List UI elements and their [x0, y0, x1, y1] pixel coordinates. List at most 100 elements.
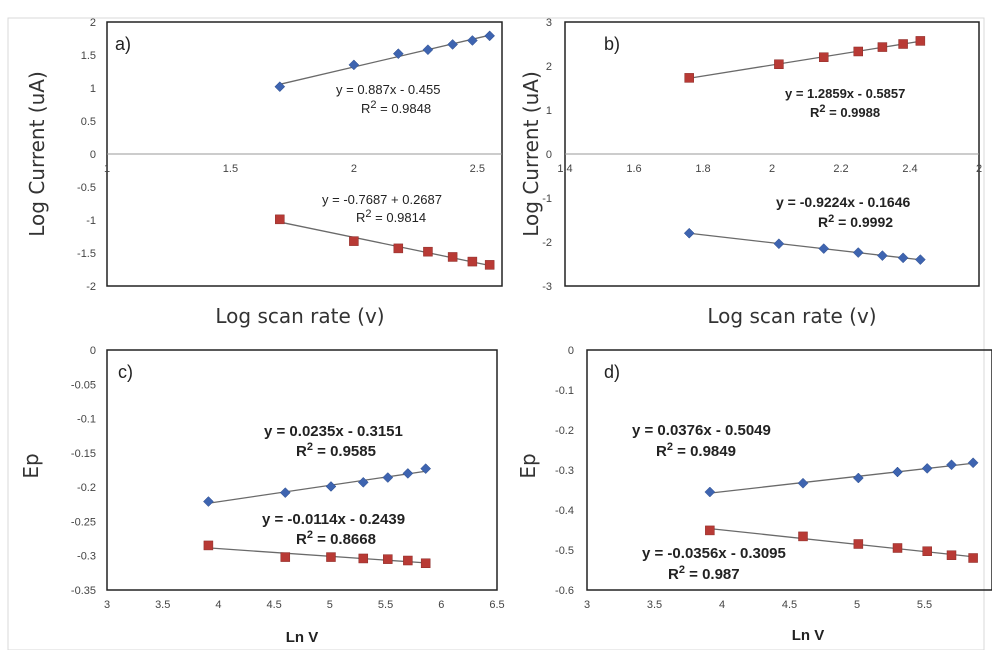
- panel-b-ytick-label: -1: [542, 193, 552, 205]
- panel-a-ytick-label: 2: [90, 17, 96, 29]
- panel-d-letter: d): [604, 362, 620, 382]
- panel-a-point-square: [349, 236, 359, 246]
- panel-c-ytick-label: -0.05: [71, 379, 96, 391]
- panel-d-point-diamond: [892, 466, 903, 478]
- panel-c-ytick-label: -0.15: [71, 448, 96, 460]
- panel-d-xtick-label: 4: [719, 599, 725, 611]
- panel-c-xtick-label: 3.5: [155, 599, 170, 611]
- panel-d: -0.6 -0.5 -0.4 -0.3 -0.2 -0.1 0 3 3.5 4 4.5 5 5.5 d…: [516, 345, 992, 644]
- panel-c-point-square: [203, 540, 214, 551]
- panel-c-point-square: [383, 554, 393, 564]
- panel-b-point-diamond: [914, 254, 926, 265]
- panel-d-point-diamond: [704, 486, 716, 498]
- panel-c-ytick-label: -0.3: [77, 551, 96, 563]
- panel-a-point-square: [447, 252, 458, 262]
- panel-c-point-square: [403, 555, 413, 566]
- panel-d-r2-lower: R2 = 0.987: [668, 564, 740, 583]
- panel-a-point-square: [275, 214, 285, 225]
- panel-b-r2-upper: R2 = 0.9988: [810, 103, 880, 120]
- panel-d-point-square: [798, 531, 808, 542]
- panel-c-point-square: [326, 552, 336, 562]
- panel-d-ytick-label: -0.2: [555, 425, 574, 437]
- panel-c-point-diamond: [325, 481, 337, 492]
- panel-b-xtick-label: 1.6: [626, 163, 641, 175]
- panel-a-point-diamond: [422, 44, 434, 56]
- panel-c-eq-lower: y = -0.0114x - 0.2439: [262, 511, 405, 528]
- panel-d-ytick-label: -0.5: [555, 545, 574, 557]
- panel-b-point-diamond: [897, 252, 909, 264]
- panel-b-ytick-label: 3: [546, 17, 552, 29]
- panel-c-point-square: [358, 553, 369, 564]
- panel-c-r2-upper: R2 = 0.9585: [296, 441, 376, 460]
- panel-a-point-square: [484, 260, 495, 270]
- panel-d-xtick-label: 5: [854, 599, 860, 611]
- panel-a-xtick-label: 1.5: [223, 163, 238, 175]
- panel-c-point-diamond: [203, 496, 214, 507]
- panel-d-eq-upper: y = 0.0376x - 0.5049: [632, 422, 771, 439]
- panel-a-point-diamond: [348, 59, 360, 71]
- panel-a-ytick-label: -1.5: [77, 248, 96, 260]
- panel-b-eq-lower: y = -0.9224x - 0.1646: [776, 194, 910, 210]
- panel-b-point-diamond: [877, 250, 888, 261]
- panel-c-ytick-label: 0: [90, 345, 96, 357]
- panel-c-point-diamond: [279, 487, 291, 498]
- panel-b-point-diamond: [818, 243, 830, 254]
- panel-d-ytick-label: -0.6: [555, 585, 574, 597]
- panel-b-point-square: [877, 42, 888, 52]
- panel-d-point-diamond: [967, 457, 979, 469]
- panel-b-point-diamond: [683, 227, 695, 239]
- panel-a-point-square: [393, 243, 404, 254]
- panel-a-eq-lower: y = -0.7687 + 0.2687: [322, 192, 442, 207]
- panel-d-r2-upper: R2 = 0.9849: [656, 441, 736, 460]
- panel-b-ylabel: Log Current (uA): [519, 71, 543, 237]
- panel-a-eq-upper: y = 0.887x - 0.455: [336, 82, 440, 97]
- panel-a-ytick-label: 1: [90, 83, 96, 95]
- panel-d-point-square: [705, 525, 715, 536]
- panel-c-point-diamond: [402, 468, 414, 479]
- panel-c-xlabel: Ln V: [286, 629, 319, 646]
- panel-d-ytick-label: -0.3: [555, 465, 574, 477]
- panel-d-ytick-label: 0: [568, 345, 574, 357]
- panel-b-xtick-label: 1.4: [557, 163, 572, 175]
- panel-d-point-diamond: [797, 477, 809, 489]
- panel-b-point-square: [853, 46, 863, 57]
- panel-d-point-diamond: [946, 459, 957, 471]
- panel-a-r2-upper: R2 = 0.9848: [361, 99, 431, 116]
- panel-b-xtick-label: 2.4: [902, 163, 917, 175]
- panel-b-point-square: [684, 73, 694, 83]
- panel-d-point-diamond: [921, 463, 933, 474]
- panel-d-point-square: [946, 550, 957, 560]
- panel-a-ytick-label: 1.5: [81, 50, 96, 62]
- panel-a-ytick-label: -1: [86, 215, 96, 227]
- panel-b-letter: b): [604, 34, 620, 54]
- panel-b-xtick-label: 2: [976, 163, 982, 175]
- panel-d-ylabel: Ep: [516, 453, 540, 478]
- panel-a-point-diamond: [467, 35, 478, 46]
- panel-b-point-diamond: [852, 247, 864, 258]
- panel-c-point-square: [280, 552, 291, 562]
- panel-c-ylabel: Ep: [19, 453, 43, 478]
- panel-c-r2-lower: R2 = 0.8668: [296, 529, 376, 548]
- panel-b-xtick-label: 1.8: [695, 163, 710, 175]
- panel-d-ytick-label: -0.1: [555, 385, 574, 397]
- panel-a-point-square: [423, 246, 433, 257]
- panel-c-point-diamond: [382, 472, 394, 483]
- panel-c-point-square: [420, 558, 431, 569]
- panel-a-ylabel: Log Current (uA): [25, 71, 49, 237]
- panel-d-xtick-label: 4.5: [782, 599, 797, 611]
- panel-b-ytick-label: 0: [546, 149, 552, 161]
- panel-a-r2-lower: R2 = 0.9814: [356, 208, 426, 225]
- panel-c-eq-upper: y = 0.0235x - 0.3151: [264, 423, 403, 440]
- panel-b-ytick-label: -3: [542, 281, 552, 293]
- panel-c-xtick-label: 4.5: [266, 599, 281, 611]
- panel-c-xtick-label: 6.5: [489, 599, 504, 611]
- panel-a-xtick-label: 1: [104, 163, 110, 175]
- panel-b-r2-lower: R2 = 0.9992: [818, 213, 893, 230]
- panel-c-ytick-label: -0.1: [77, 414, 96, 426]
- figure-frame: [7, 17, 985, 650]
- panel-b-point-square: [819, 52, 829, 62]
- panel-d-xtick-label: 3.5: [647, 599, 662, 611]
- panel-c-xtick-label: 5.5: [378, 599, 393, 611]
- panel-c: -0.35 -0.3 -0.25 -0.2 -0.15 -0.1 -0.05 0 3 3.5 4 4…: [19, 345, 505, 646]
